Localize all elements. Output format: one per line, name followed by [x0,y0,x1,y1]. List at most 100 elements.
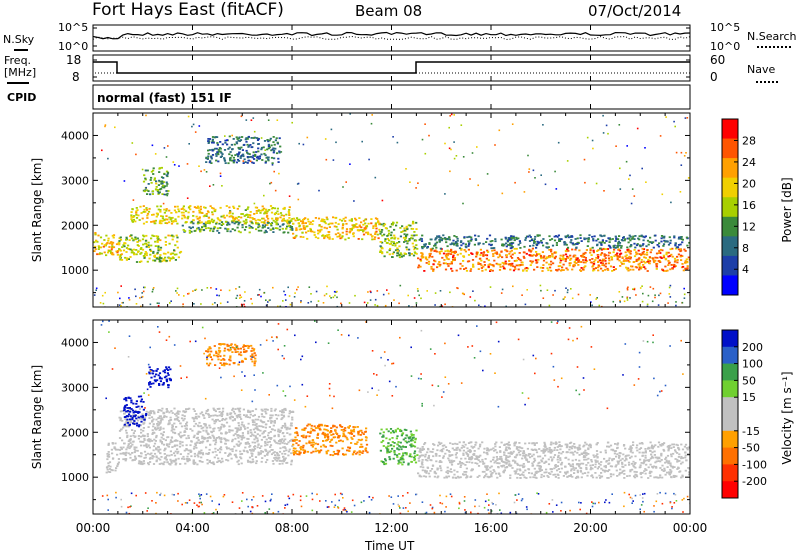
heatmap-cell [401,455,404,458]
heatmap-cell [227,439,230,442]
heatmap-cell [353,450,356,453]
heatmap-cell [225,205,228,207]
heatmap-cell [175,234,178,237]
heatmap-cell [482,242,485,245]
heatmap-cell [382,431,385,434]
heatmap-cell [380,460,383,463]
heatmap-cell [406,240,409,243]
heatmap-cell [629,252,632,255]
heatmap-cell [195,417,198,420]
heatmap-cell [225,221,228,223]
heatmap-cell [167,374,170,376]
heatmap-cell [126,411,129,413]
heatmap-cell [205,171,208,173]
heatmap-cell [626,299,629,301]
heatmap-cell [112,246,116,249]
heatmap-cell [135,400,138,403]
heatmap-cell [237,408,240,411]
heatmap-cell [248,445,251,448]
heatmap-cell [234,348,237,351]
heatmap-cell [200,303,202,305]
heatmap-cell [320,449,323,452]
heatmap-cell [163,369,166,372]
heatmap-cell [603,264,606,267]
heatmap-cell [663,442,666,444]
heatmap-cell [154,240,157,243]
heatmap-cell [464,250,467,253]
heatmap-cell [322,444,325,446]
heatmap-cell [401,463,404,466]
heatmap-cell [181,414,184,417]
heatmap-cell [390,237,393,240]
heatmap-cell [614,240,617,242]
heatmap-cell [247,410,250,413]
heatmap-cell [301,222,304,225]
heatmap-cell [501,288,504,291]
heatmap-cell [562,269,565,271]
heatmap-cell [237,363,240,366]
heatmap-cell [606,267,609,270]
heatmap-cell [633,242,636,245]
heatmap-cell [509,242,512,245]
heatmap-cell [310,427,313,430]
heatmap-cell [183,434,186,437]
heatmap-cell [204,221,208,224]
heatmap-cell [431,247,434,250]
heatmap-cell [244,428,247,430]
heatmap-cell [260,425,263,428]
heatmap-cell [177,416,180,419]
heatmap-cell [433,244,436,247]
heatmap-cell [228,206,231,209]
heatmap-cell [198,125,201,127]
heatmap-cell [533,242,536,244]
heatmap-cell [240,115,243,118]
heatmap-cell [345,222,348,225]
heatmap-cell [149,248,152,251]
heatmap-cell [597,269,600,272]
heatmap-cell [235,443,238,446]
heatmap-cell [107,462,110,465]
heatmap-cell [195,207,198,209]
heatmap-cell [491,269,494,272]
heatmap-cell [669,242,672,244]
heatmap-cell [260,438,263,441]
heatmap-cell [438,251,441,253]
heatmap-cell [116,250,120,252]
heatmap-cell [208,416,211,418]
heatmap-cell [157,457,160,460]
heatmap-cell [241,149,244,151]
heatmap-cell [278,228,281,231]
heatmap-cell [596,453,599,456]
heatmap-cell [344,238,347,241]
heatmap-cell [159,209,162,211]
heatmap-cell [571,236,574,238]
heatmap-cell [288,412,291,415]
heatmap-cell [212,141,215,144]
heatmap-cell [659,252,662,254]
heatmap-cell [440,461,443,463]
heatmap-cell [402,452,405,455]
heatmap-cell [164,193,168,196]
heatmap-cell [122,244,125,246]
heatmap-cell [256,418,260,421]
heatmap-cell [455,269,458,272]
heatmap-cell [160,436,163,439]
heatmap-cell [329,444,332,447]
heatmap-cell [273,143,276,146]
heatmap-cell [202,413,205,416]
heatmap-cell [239,453,242,456]
heatmap-cell [562,475,565,477]
heatmap-cell [681,241,684,244]
heatmap-cell [599,234,602,237]
heatmap-cell [554,170,556,173]
heatmap-cell [185,221,188,223]
heatmap-cell [551,244,555,247]
heatmap-cell [643,266,646,268]
heatmap-cell [479,254,482,256]
heatmap-cell [185,448,188,451]
heatmap-cell [653,261,656,264]
heatmap-cell [465,471,468,473]
heatmap-cell [143,434,146,437]
heatmap-cell [241,359,244,362]
heatmap-cell [181,434,184,437]
